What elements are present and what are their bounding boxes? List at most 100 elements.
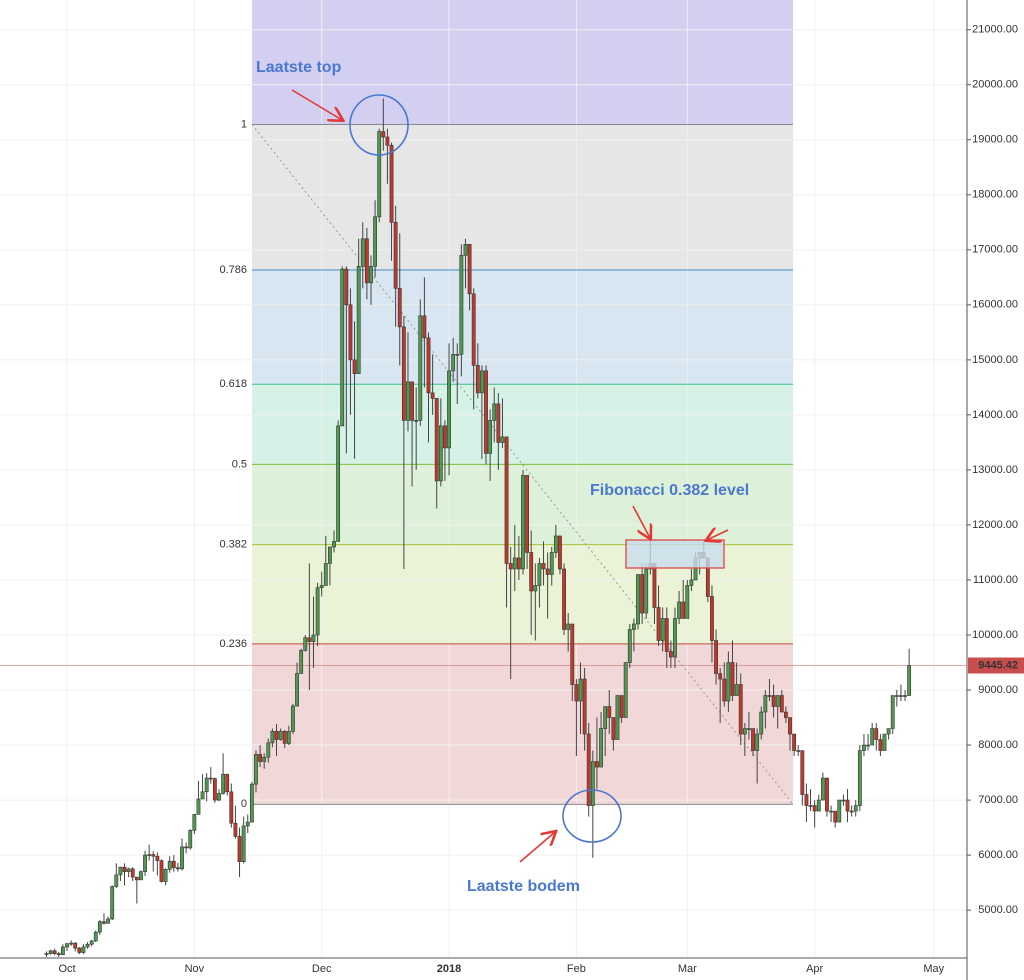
- candle-body: [56, 953, 61, 955]
- candle-body: [738, 684, 743, 735]
- candle-body: [894, 695, 899, 697]
- candle-body: [93, 931, 98, 942]
- candle-body: [640, 574, 645, 614]
- candle-body: [414, 420, 419, 422]
- candle-body: [196, 798, 201, 815]
- candle-body: [163, 869, 168, 882]
- candle-body: [106, 918, 110, 924]
- candle-body: [673, 618, 677, 658]
- candle-body: [488, 420, 493, 454]
- x-tick-label: Feb: [567, 963, 586, 975]
- candle-body: [77, 947, 82, 953]
- y-tick-label: 10000.00: [972, 629, 1018, 641]
- candle-body: [418, 315, 423, 421]
- candle-body: [890, 695, 895, 729]
- candle-body: [820, 777, 825, 801]
- candle-body: [878, 739, 883, 751]
- candle-body: [467, 244, 472, 295]
- candle-body: [471, 293, 476, 366]
- candle-body: [714, 640, 718, 674]
- arrow: [291, 89, 342, 120]
- candle-body: [447, 370, 451, 449]
- y-tick-label: 14000.00: [972, 409, 1018, 421]
- candle-body: [870, 728, 875, 746]
- candle-body: [475, 365, 480, 394]
- candle-body: [849, 810, 854, 813]
- candle-body: [775, 695, 780, 707]
- candle-body: [315, 587, 320, 636]
- candle-body: [664, 618, 669, 652]
- candle-body: [816, 799, 821, 812]
- candle-body: [800, 750, 805, 795]
- candle-body: [270, 730, 275, 744]
- candle-body: [254, 754, 258, 785]
- y-tick-label: 21000.00: [972, 24, 1018, 36]
- candle-body: [110, 886, 115, 920]
- fib-band: [252, 124, 793, 270]
- candle-body: [792, 733, 797, 751]
- y-tick-label: 5000.00: [978, 904, 1018, 916]
- candle-body: [393, 222, 398, 289]
- candle-body: [451, 354, 456, 372]
- candle-body: [389, 144, 394, 223]
- candle-body: [853, 805, 858, 812]
- candle-body: [143, 854, 147, 872]
- candle-body: [167, 860, 172, 870]
- candle-body: [245, 821, 250, 827]
- candle-body: [229, 791, 234, 824]
- candle-body: [134, 876, 139, 881]
- candle-body: [430, 392, 435, 399]
- candle-body: [323, 563, 328, 586]
- candle-body: [796, 750, 801, 752]
- candle-body: [434, 398, 439, 482]
- candle-body: [122, 866, 127, 872]
- candle-body: [521, 475, 525, 570]
- candle-body: [139, 871, 143, 881]
- candle-body: [747, 728, 751, 730]
- candle-body: [73, 942, 78, 949]
- candle-body: [504, 436, 509, 564]
- candle-body: [627, 629, 632, 663]
- fib-level-label: 0: [241, 798, 247, 810]
- candle-body: [574, 684, 579, 702]
- candle-body: [443, 425, 447, 449]
- y-tick-label: 19000.00: [972, 134, 1018, 146]
- fib-level-label: 1: [241, 118, 247, 130]
- x-tick-label: Oct: [58, 963, 75, 975]
- y-tick-label: 11000.00: [973, 574, 1018, 586]
- arrow: [519, 832, 555, 863]
- candle-body: [180, 846, 184, 870]
- candle-body: [118, 866, 123, 876]
- y-tick-label: 7000.00: [978, 794, 1018, 806]
- candle-body: [401, 326, 406, 421]
- annotation: Fibonacci 0.382 level: [590, 482, 749, 499]
- candle-body: [282, 730, 287, 744]
- candle-body: [825, 777, 829, 812]
- candle-body: [866, 744, 870, 747]
- candle-body: [590, 761, 595, 806]
- candle-body: [726, 662, 731, 702]
- candle-body: [899, 695, 903, 697]
- candle-body: [525, 475, 529, 553]
- candle-body: [516, 557, 521, 570]
- candle-body: [615, 695, 620, 740]
- candle-body: [377, 131, 382, 218]
- candle-body: [340, 268, 345, 427]
- candle-body: [373, 216, 378, 267]
- annotation: Laatste top: [256, 59, 342, 76]
- candle-body: [274, 730, 279, 740]
- candle-body: [406, 381, 410, 421]
- x-tick-label: Dec: [312, 963, 332, 975]
- candle-body: [356, 266, 361, 374]
- candle-body: [558, 535, 562, 570]
- candle-body: [845, 799, 850, 812]
- y-tick-label: 18000.00: [972, 189, 1018, 201]
- y-tick-label: 15000.00: [972, 354, 1018, 366]
- annotation: Laatste bodem: [467, 878, 580, 895]
- highlight-circle: [349, 94, 409, 156]
- fib-band: [252, 643, 793, 805]
- x-tick-label: 2018: [437, 963, 461, 975]
- candle-body: [455, 354, 460, 356]
- candle-body: [857, 750, 862, 806]
- fib-band: [252, 0, 793, 125]
